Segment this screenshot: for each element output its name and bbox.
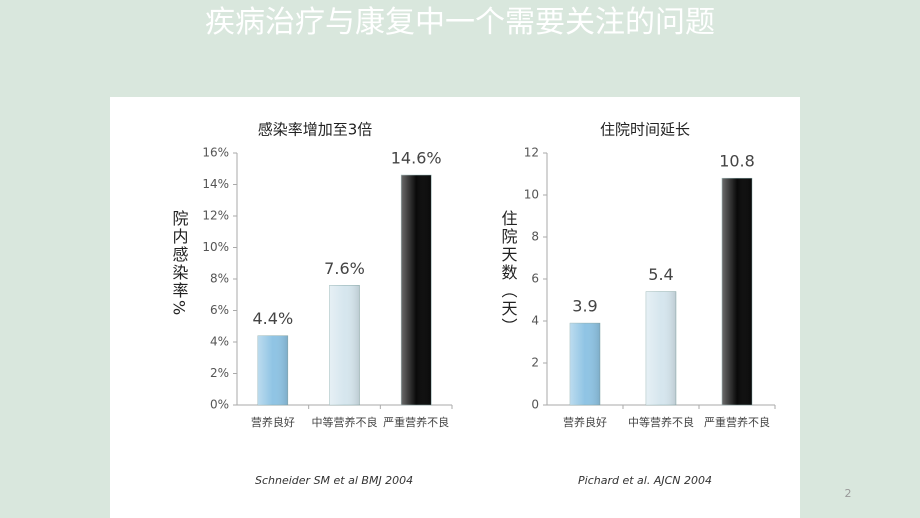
x-tick-label: 中等营养不良 bbox=[312, 415, 378, 429]
value-label: 7.6% bbox=[324, 259, 365, 278]
x-tick-label: 中等营养不良 bbox=[628, 415, 694, 429]
y-tick-label: 14% bbox=[202, 177, 229, 191]
chart-panel bbox=[110, 97, 800, 518]
y-tick-label: 0% bbox=[210, 398, 229, 412]
x-tick-label: 营养良好 bbox=[563, 415, 607, 429]
value-label: 3.9 bbox=[572, 297, 597, 316]
y-tick-label: 0 bbox=[531, 398, 539, 412]
y-axis-label: 院内感染率% bbox=[170, 210, 189, 317]
y-tick-label: 12% bbox=[202, 209, 229, 223]
value-label: 14.6% bbox=[391, 149, 442, 168]
y-tick-label: 10% bbox=[202, 240, 229, 254]
y-tick-label: 4 bbox=[531, 314, 539, 328]
y-tick-label: 2 bbox=[531, 356, 539, 370]
y-tick-label: 6% bbox=[210, 303, 229, 317]
source-note: Schneider SM et al BMJ 2004 bbox=[255, 474, 413, 487]
value-label: 5.4 bbox=[648, 265, 673, 284]
y-tick-label: 10 bbox=[524, 188, 539, 202]
y-axis-label: 住院天数（天） bbox=[499, 210, 518, 336]
source-note: Pichard et al. AJCN 2004 bbox=[578, 474, 712, 487]
bar-shade bbox=[401, 175, 432, 405]
y-tick-label: 8% bbox=[210, 272, 229, 286]
bar-shade bbox=[570, 323, 600, 405]
y-tick-label: 12 bbox=[524, 146, 539, 160]
bar-shade bbox=[722, 178, 752, 405]
bar-shade bbox=[646, 291, 676, 405]
page-number: 2 bbox=[845, 487, 852, 500]
bar-shade bbox=[257, 335, 288, 405]
x-tick-label: 严重营养不良 bbox=[383, 415, 449, 429]
value-label: 10.8 bbox=[719, 152, 755, 171]
bar-shade bbox=[329, 285, 360, 405]
slide-title: 疾病治疗与康复中一个需要关注的问题 bbox=[205, 5, 715, 40]
chart-title: 住院时间延长 bbox=[600, 121, 690, 139]
value-label: 4.4% bbox=[253, 309, 294, 328]
y-tick-label: 4% bbox=[210, 335, 229, 349]
x-tick-label: 严重营养不良 bbox=[704, 415, 770, 429]
y-tick-label: 2% bbox=[210, 366, 229, 380]
x-tick-label: 营养良好 bbox=[251, 415, 295, 429]
chart-title: 感染率增加至3倍 bbox=[258, 121, 373, 139]
y-tick-label: 16% bbox=[202, 146, 229, 160]
y-tick-label: 6 bbox=[531, 272, 539, 286]
y-tick-label: 8 bbox=[531, 230, 539, 244]
